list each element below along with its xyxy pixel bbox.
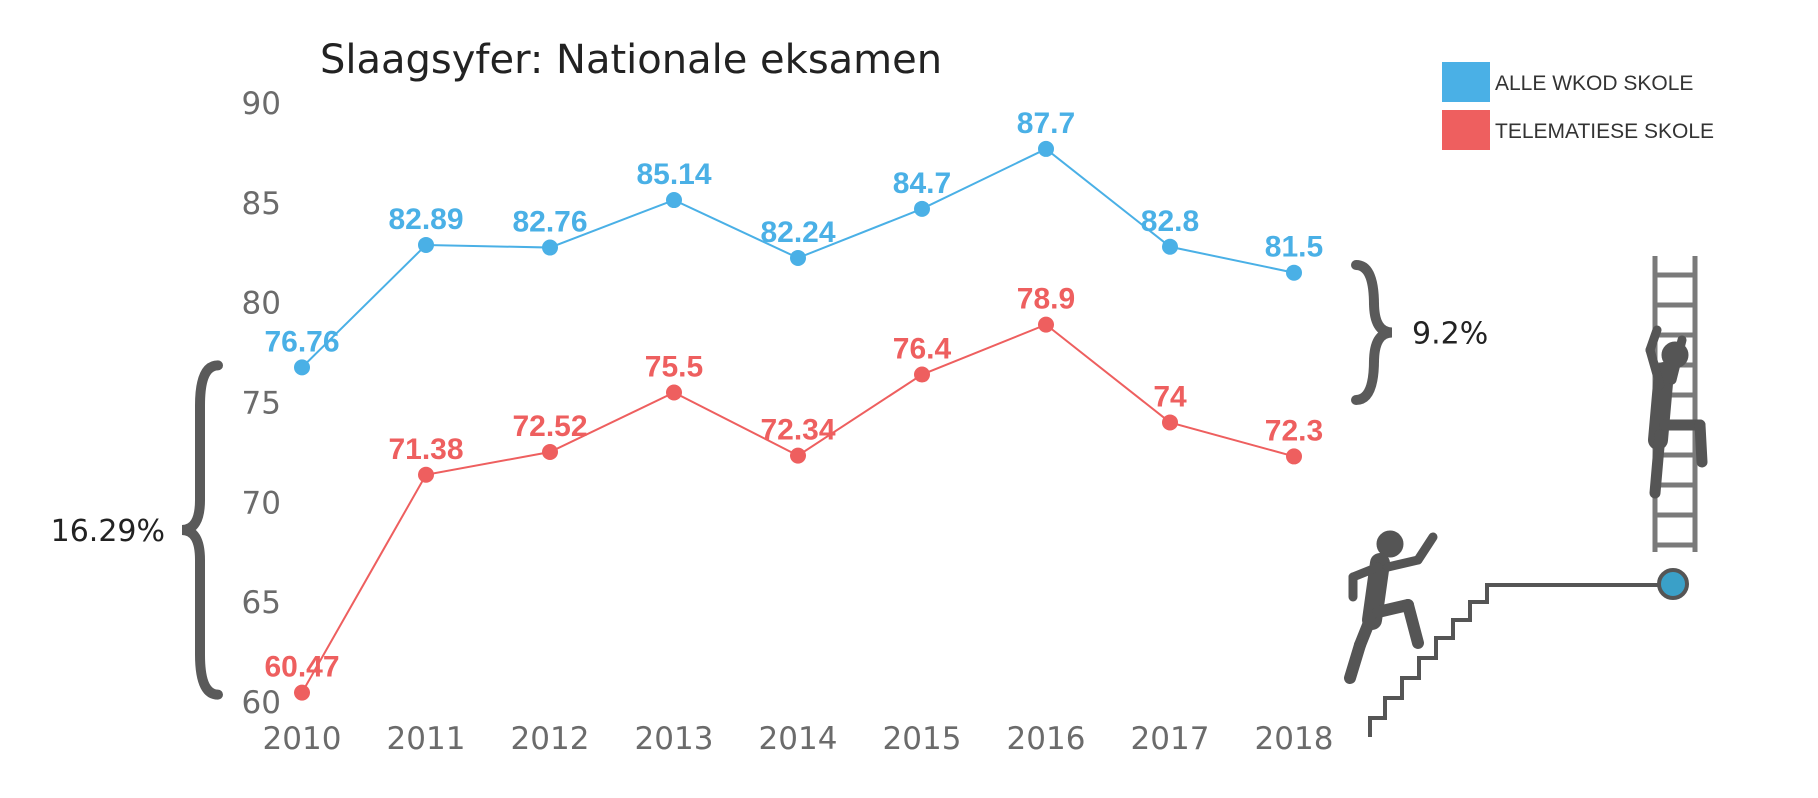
- data-label-telematiese-skole-2017: 74: [1153, 380, 1187, 413]
- y-axis: 60 65 70 75 80 85 90: [242, 86, 281, 721]
- data-label-telematiese-skole-2014: 72.34: [760, 414, 835, 447]
- series-telematiese-skole: 60.47 71.38 72.52 75.5 72.34 76.4 78.9 74 72.3: [264, 283, 1323, 701]
- x-tick-label-2014: 2014: [759, 721, 838, 757]
- data-point-telematiese-skole-2016: [1038, 316, 1054, 333]
- data-point-telematiese-skole-2012: [542, 444, 558, 461]
- data-point-telematiese-skole-2017: [1162, 414, 1178, 431]
- annotation-layer: 16.29% 9.2%: [51, 260, 1488, 700]
- brace-right: [1351, 260, 1393, 405]
- data-label-alle-wkod-skole-2018: 81.5: [1265, 231, 1323, 264]
- y-tick-label-80: 80: [242, 286, 281, 322]
- legend-swatch-telematiese-skole: [1442, 110, 1490, 150]
- x-tick-label-2015: 2015: [883, 721, 962, 757]
- data-label-telematiese-skole-2011: 71.38: [388, 433, 463, 466]
- data-point-alle-wkod-skole-2015: [914, 200, 930, 217]
- data-point-telematiese-skole-2018: [1286, 448, 1302, 465]
- data-point-alle-wkod-skole-2012: [542, 239, 558, 256]
- person-climbing-ladder-icon: [1645, 325, 1708, 499]
- y-tick-label-75: 75: [242, 386, 281, 422]
- data-point-alle-wkod-skole-2014: [790, 249, 806, 266]
- x-axis: 2010 2011 2012 2013 2014 2015 2016 2017 2018: [263, 721, 1334, 757]
- data-point-alle-wkod-skole-2011: [418, 236, 434, 253]
- person-climbing-stairs-icon: [1344, 530, 1438, 684]
- data-label-telematiese-skole-2016: 78.9: [1017, 283, 1075, 316]
- annotation-label-right: 9.2%: [1412, 317, 1488, 352]
- x-tick-label-2010: 2010: [263, 721, 342, 757]
- data-label-alle-wkod-skole-2013: 85.14: [636, 158, 711, 191]
- legend-swatch-alle-wkod-skole: [1442, 62, 1490, 102]
- goal-marker-icon: [1657, 568, 1689, 600]
- data-label-alle-wkod-skole-2016: 87.7: [1017, 107, 1075, 140]
- series-line-telematiese-skole: [301, 323, 1295, 694]
- data-point-telematiese-skole-2015: [914, 366, 930, 383]
- data-label-telematiese-skole-2018: 72.3: [1265, 414, 1323, 447]
- y-tick-label-70: 70: [242, 485, 281, 521]
- x-tick-label-2016: 2016: [1007, 721, 1086, 757]
- x-tick-label-2012: 2012: [511, 721, 590, 757]
- y-tick-label-65: 65: [242, 585, 281, 621]
- series-alle-wkod-skole: 76.76 82.89 82.76 85.14 82.24 84.7 87.7 82.8 81.…: [264, 107, 1323, 376]
- annotation-9-2: 9.2%: [1351, 260, 1488, 405]
- x-tick-label-2018: 2018: [1255, 721, 1334, 757]
- data-point-telematiese-skole-2011: [418, 466, 434, 483]
- staircase-icon: [1368, 583, 1675, 737]
- x-tick-label-2017: 2017: [1131, 721, 1210, 757]
- data-point-alle-wkod-skole-2017: [1162, 238, 1178, 255]
- y-tick-label-60: 60: [242, 685, 281, 721]
- data-label-telematiese-skole-2015: 76.4: [893, 333, 952, 366]
- data-label-alle-wkod-skole-2010: 76.76: [264, 325, 339, 358]
- data-point-alle-wkod-skole-2018: [1286, 264, 1302, 281]
- legend-label-telematiese-skole: TELEMATIESE SKOLE: [1495, 120, 1714, 143]
- x-tick-label-2011: 2011: [387, 721, 466, 757]
- data-label-alle-wkod-skole-2014: 82.24: [760, 216, 835, 249]
- data-label-alle-wkod-skole-2017: 82.8: [1141, 205, 1199, 238]
- data-label-alle-wkod-skole-2015: 84.7: [893, 167, 951, 200]
- data-point-alle-wkod-skole-2010: [294, 359, 310, 376]
- data-label-telematiese-skole-2013: 75.5: [645, 351, 703, 384]
- data-label-alle-wkod-skole-2012: 82.76: [512, 206, 587, 239]
- data-point-telematiese-skole-2014: [790, 447, 806, 464]
- chart-title: Slaagsyfer: Nationale eksamen: [320, 37, 942, 83]
- annotation-16-29: 16.29%: [51, 360, 223, 700]
- data-label-alle-wkod-skole-2011: 82.89: [388, 203, 463, 236]
- data-label-telematiese-skole-2010: 60.47: [264, 651, 339, 684]
- x-tick-label-2013: 2013: [635, 721, 714, 757]
- stairs-ladder-illustration: [1344, 256, 1708, 737]
- data-point-alle-wkod-skole-2013: [666, 192, 682, 209]
- y-tick-label-90: 90: [242, 86, 281, 122]
- brace-left: [181, 360, 223, 700]
- data-point-alle-wkod-skole-2016: [1038, 140, 1054, 157]
- annotation-label-left: 16.29%: [51, 514, 165, 549]
- data-point-telematiese-skole-2010: [294, 684, 310, 701]
- y-tick-label-85: 85: [242, 186, 281, 222]
- legend: ALLE WKOD SKOLE TELEMATIESE SKOLE: [1442, 62, 1714, 150]
- series-layer: 76.76 82.89 82.76 85.14 82.24 84.7 87.7 82.8 81.…: [264, 107, 1323, 701]
- data-point-telematiese-skole-2013: [666, 384, 682, 401]
- data-label-telematiese-skole-2012: 72.52: [512, 410, 587, 443]
- legend-label-alle-wkod-skole: ALLE WKOD SKOLE: [1495, 72, 1693, 95]
